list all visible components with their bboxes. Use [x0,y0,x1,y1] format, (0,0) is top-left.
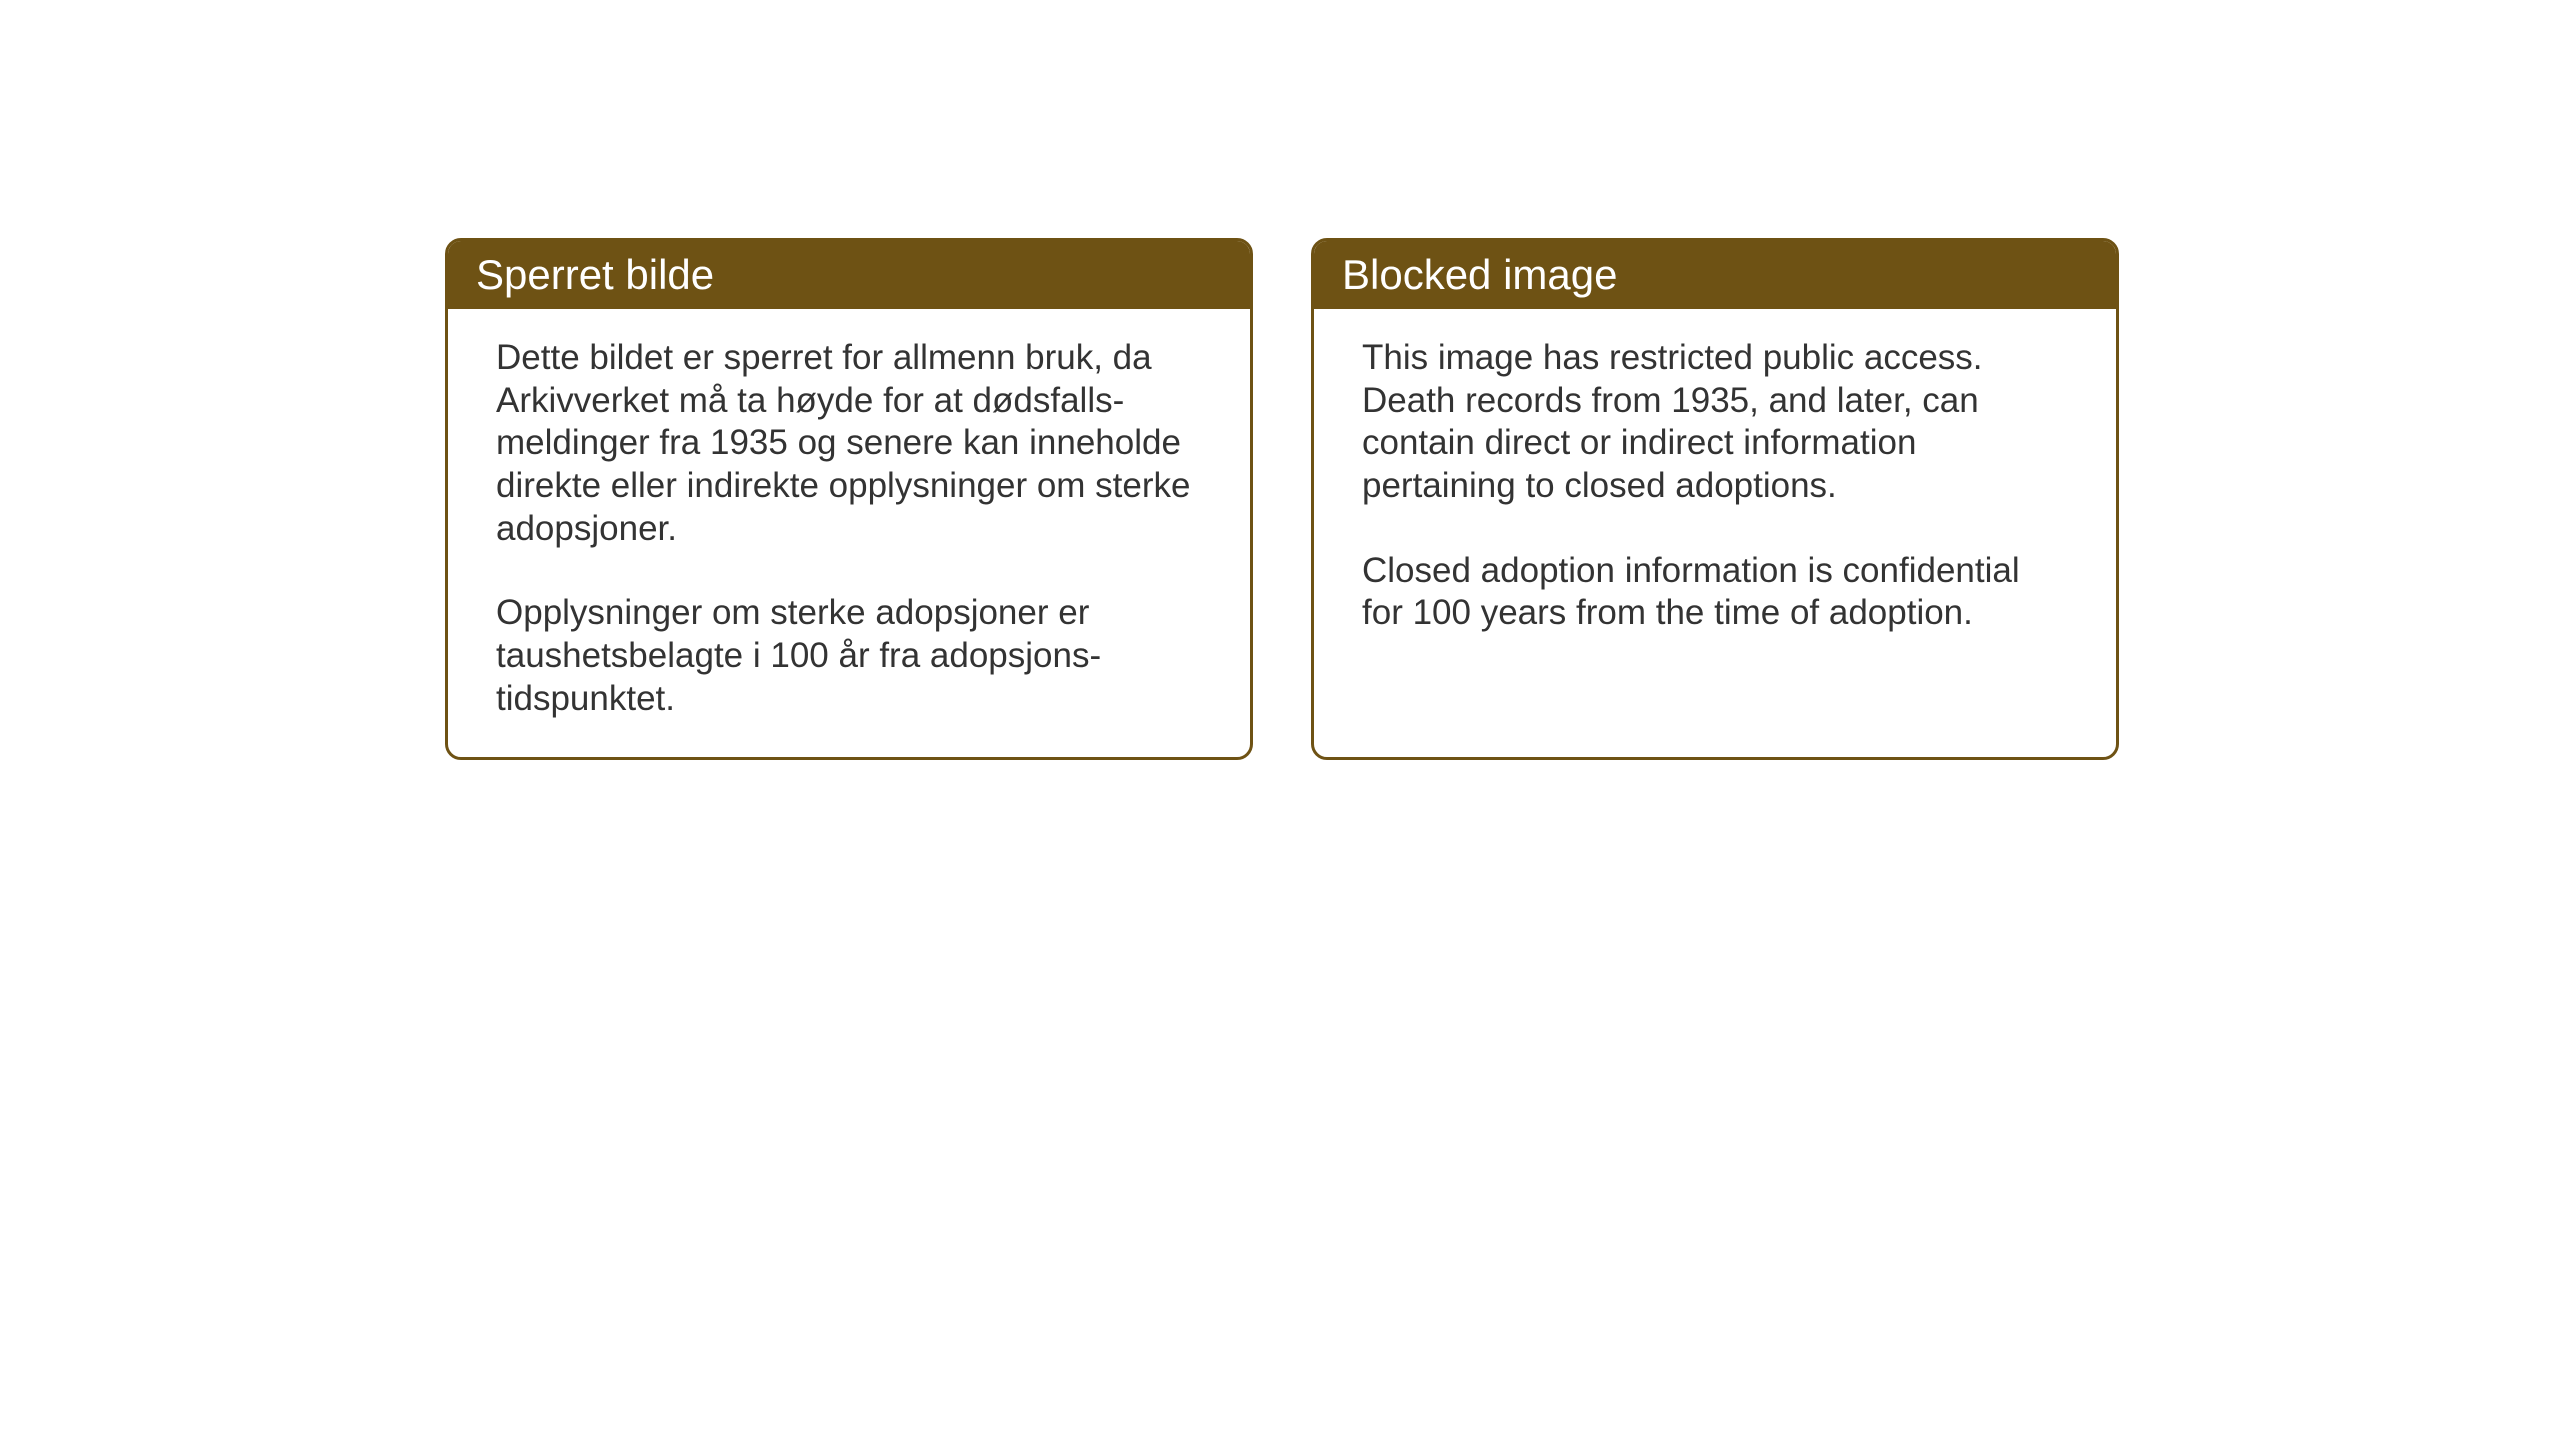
english-card-body: This image has restricted public access.… [1314,309,2116,671]
english-card-title: Blocked image [1342,251,1617,298]
english-paragraph-2: Closed adoption information is confident… [1362,550,2068,635]
norwegian-card: Sperret bilde Dette bildet er sperret fo… [445,238,1253,760]
norwegian-card-title: Sperret bilde [476,251,714,298]
norwegian-paragraph-2: Opplysninger om sterke adopsjoner er tau… [496,592,1202,720]
norwegian-paragraph-1: Dette bildet er sperret for allmenn bruk… [496,337,1202,550]
cards-container: Sperret bilde Dette bildet er sperret fo… [445,238,2119,760]
norwegian-card-body: Dette bildet er sperret for allmenn bruk… [448,309,1250,757]
norwegian-card-header: Sperret bilde [448,241,1250,309]
english-card-header: Blocked image [1314,241,2116,309]
english-card: Blocked image This image has restricted … [1311,238,2119,760]
english-paragraph-1: This image has restricted public access.… [1362,337,2068,508]
